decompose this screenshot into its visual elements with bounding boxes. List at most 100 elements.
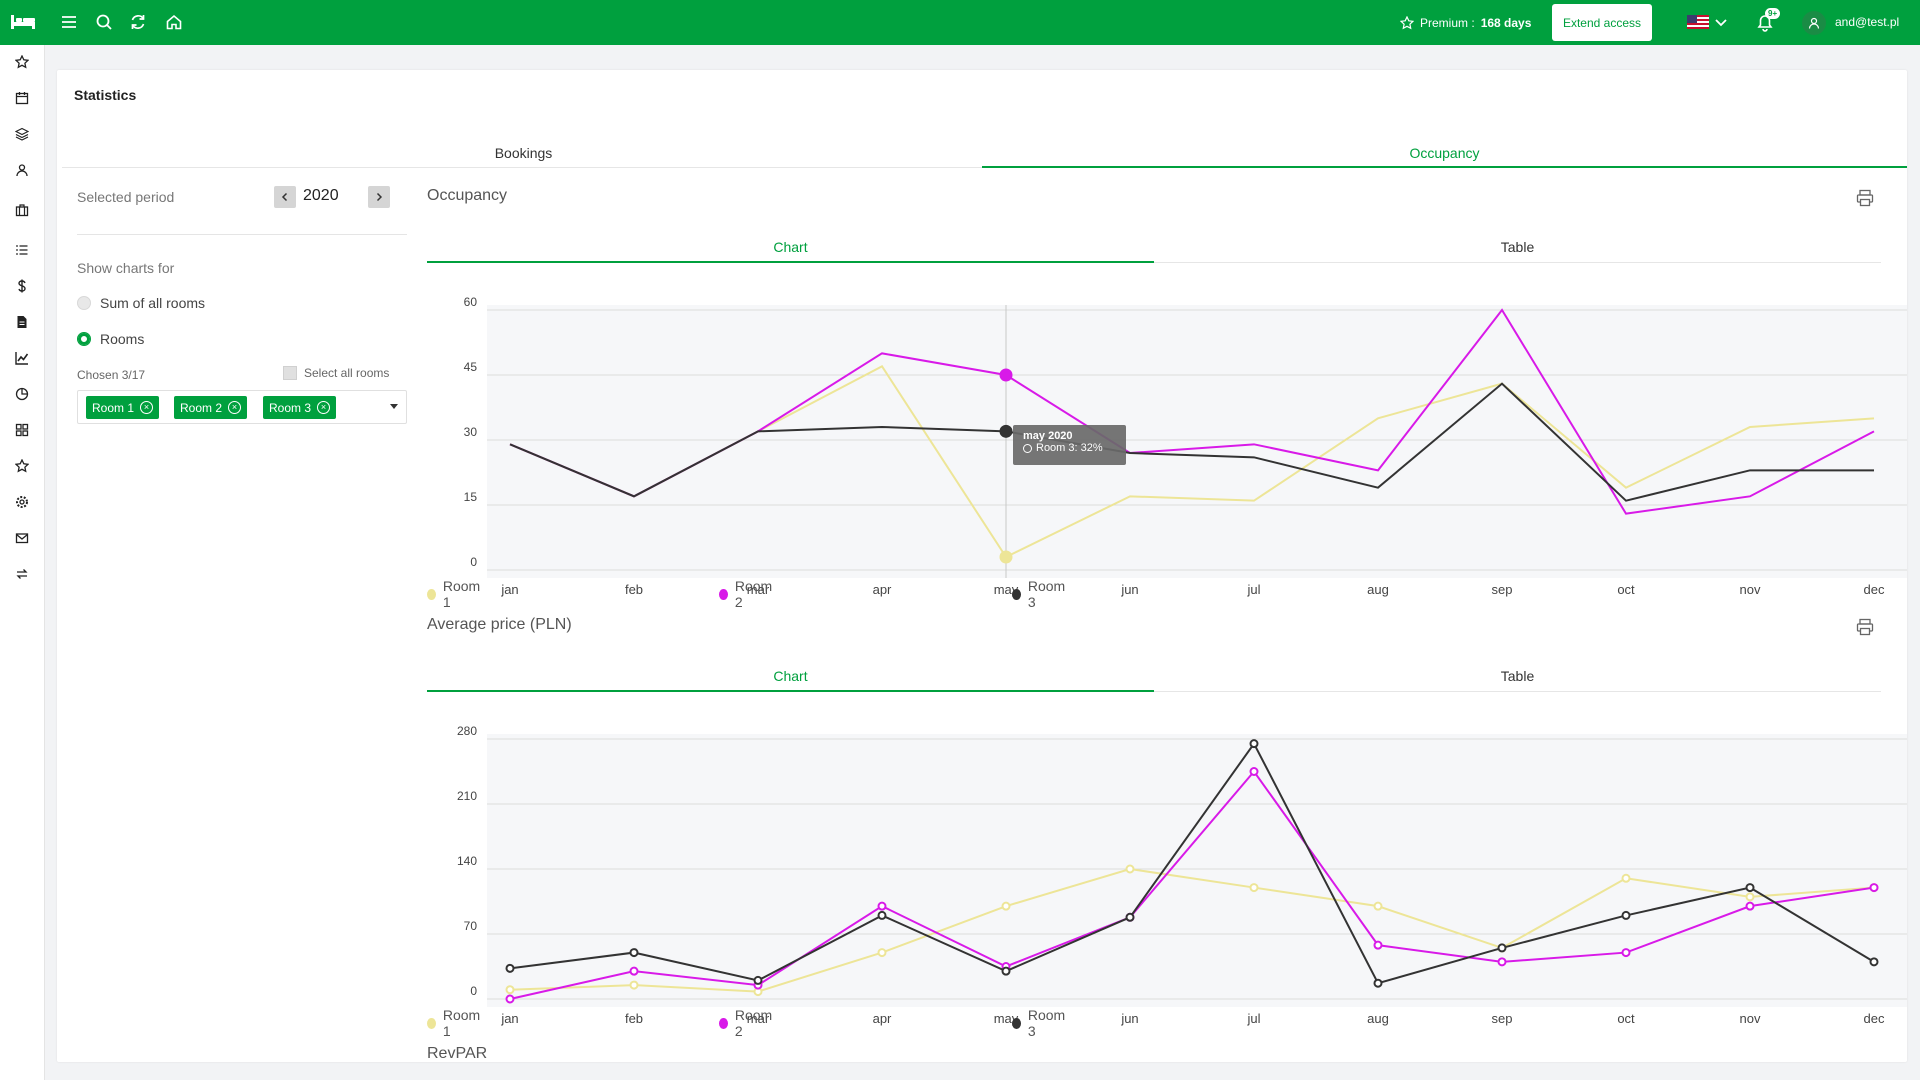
us-flag-icon[interactable] — [1687, 15, 1709, 29]
refresh-icon[interactable] — [127, 11, 149, 33]
document-icon[interactable] — [11, 311, 33, 333]
remove-chip-icon[interactable]: × — [228, 401, 242, 414]
legend-item[interactable]: Room 3 — [1012, 578, 1067, 610]
guests-user-icon[interactable] — [11, 159, 33, 181]
tooltip-series-marker — [1023, 443, 1032, 453]
hamburger-icon[interactable] — [58, 11, 80, 33]
sidebar-star-icon[interactable] — [11, 51, 33, 73]
y-tick-label: 280 — [457, 724, 477, 738]
data-point — [1373, 940, 1383, 950]
pie-chart-icon[interactable] — [11, 383, 33, 405]
data-point — [1249, 739, 1259, 749]
data-point — [877, 910, 887, 920]
data-point — [1001, 901, 1011, 911]
dollar-icon[interactable] — [11, 275, 33, 297]
remove-chip-icon[interactable]: × — [317, 401, 331, 414]
occupancy-table-tab[interactable]: Table — [1154, 231, 1881, 263]
bed-logo-icon[interactable] — [10, 12, 36, 32]
x-tick-label: jul — [1246, 1011, 1260, 1026]
legend-dot — [1012, 588, 1021, 600]
list-icon[interactable] — [11, 239, 33, 261]
x-tick-label: mar — [747, 582, 770, 597]
average-price-table-tab[interactable]: Table — [1154, 660, 1881, 692]
data-point — [1869, 957, 1879, 967]
grid-icon[interactable] — [11, 419, 33, 441]
tooltip-value: Room 3: 32% — [1036, 442, 1103, 454]
legend-dot — [719, 1017, 728, 1029]
remove-chip-icon[interactable]: × — [140, 401, 154, 414]
x-tick-label: jan — [500, 1011, 518, 1026]
calendar-icon[interactable] — [11, 87, 33, 109]
x-tick-label: apr — [873, 1011, 892, 1026]
tab-occupancy[interactable]: Occupancy — [982, 138, 1907, 168]
chip-room-3[interactable]: Room 3 × — [263, 396, 337, 419]
radio-rooms[interactable]: Rooms — [77, 331, 144, 347]
x-tick-label: mar — [747, 1011, 770, 1026]
radio-sum-of-all-rooms[interactable]: Sum of all rooms — [77, 295, 205, 311]
legend-label: Room 3 — [1027, 1007, 1066, 1039]
extend-access-button[interactable]: Extend access — [1552, 4, 1652, 41]
x-tick-label: dec — [1864, 582, 1885, 597]
chevron-down-icon[interactable] — [1714, 14, 1728, 30]
premium-status: Premium : 168 days — [1400, 0, 1531, 45]
layers-icon[interactable] — [11, 123, 33, 145]
data-point — [1249, 883, 1259, 893]
chip-room-1[interactable]: Room 1 × — [86, 396, 160, 419]
legend-label: Room 2 — [734, 1007, 773, 1039]
legend-item[interactable]: Room 2 — [719, 578, 774, 610]
sync-icon[interactable] — [11, 563, 33, 585]
data-point — [505, 985, 515, 995]
data-point — [505, 994, 515, 1004]
radio-button-selected[interactable] — [77, 332, 91, 346]
legend-item[interactable]: Room 2 — [719, 1007, 774, 1039]
print-icon[interactable] — [1855, 188, 1875, 208]
x-tick-label: nov — [1740, 1011, 1761, 1026]
suitcase-icon[interactable] — [11, 199, 33, 221]
chip-label: Room 3 — [269, 400, 312, 415]
user-icon — [1808, 17, 1820, 29]
next-year-button[interactable] — [368, 186, 390, 208]
user-email[interactable]: and@test.pl — [1835, 15, 1900, 29]
legend-label: Room 1 — [442, 578, 481, 610]
data-point — [1373, 901, 1383, 911]
data-point — [1497, 957, 1507, 967]
x-tick-label: jan — [500, 582, 518, 597]
previous-year-button[interactable] — [274, 186, 296, 208]
search-icon[interactable] — [93, 11, 115, 33]
data-point — [629, 980, 639, 990]
data-point — [1125, 912, 1135, 922]
chart-line-icon[interactable] — [11, 347, 33, 369]
x-tick-label: sep — [1492, 582, 1513, 597]
dropdown-caret-icon[interactable] — [390, 404, 398, 409]
legend-item[interactable]: Room 3 — [1012, 1007, 1067, 1039]
rooms-multiselect[interactable]: Room 1 × Room 2 × Room 3 × — [77, 390, 407, 424]
divider — [77, 234, 407, 235]
highlighted-point — [999, 550, 1013, 564]
highlighted-point — [999, 368, 1013, 382]
data-point — [629, 948, 639, 958]
checkbox[interactable] — [283, 366, 297, 380]
select-all-rooms-checkbox[interactable]: Select all rooms — [283, 366, 389, 380]
premium-days: 168 days — [1480, 15, 1532, 30]
legend-item[interactable]: Room 1 — [427, 1007, 482, 1039]
print-icon[interactable] — [1855, 617, 1875, 637]
y-tick-label: 70 — [464, 919, 478, 933]
y-tick-label: 15 — [464, 490, 478, 504]
legend-item[interactable]: Room 1 — [427, 578, 482, 610]
avatar[interactable] — [1802, 11, 1826, 35]
tab-bookings[interactable]: Bookings — [62, 138, 985, 168]
star-icon — [1400, 15, 1414, 29]
chip-room-2[interactable]: Room 2 × — [174, 396, 248, 419]
home-icon[interactable] — [163, 11, 185, 33]
occupancy-chart-tab[interactable]: Chart — [427, 231, 1154, 263]
data-point — [1745, 892, 1755, 902]
legend-label: Room 2 — [734, 578, 773, 610]
radio-button[interactable] — [77, 296, 91, 310]
mail-icon[interactable] — [11, 527, 33, 549]
gear-icon[interactable] — [11, 491, 33, 513]
radio-label: Sum of all rooms — [100, 295, 206, 311]
average-price-chart-tab[interactable]: Chart — [427, 660, 1154, 692]
star-outline-icon[interactable] — [11, 455, 33, 477]
